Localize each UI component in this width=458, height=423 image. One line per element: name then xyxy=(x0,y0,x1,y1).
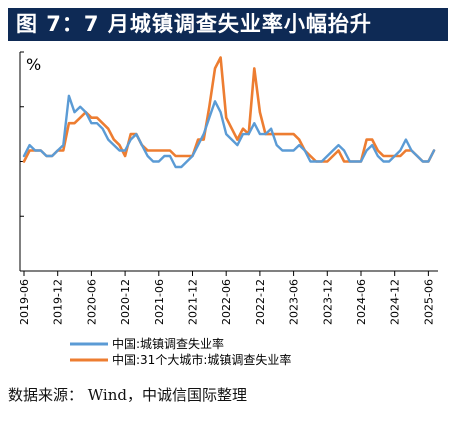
x-axis-tick-labels: 2019-06 2019-12 2020-06 2020-12 2021-06 2021-… xyxy=(18,279,435,325)
x-tick-label: 2022-12 xyxy=(254,279,267,325)
x-tick-label: 2023-12 xyxy=(321,279,334,325)
line-chart: % 2019-06 2019-12 2020-06 2020-12 2021-06 202… xyxy=(18,51,438,367)
x-tick-label: 2025-06 xyxy=(422,279,435,325)
y-axis-unit-label: % xyxy=(26,55,41,74)
series-line-national xyxy=(22,94,436,169)
chart-title: 图 7：7 月城镇调查失业率小幅抬升 xyxy=(8,8,448,41)
x-tick-label: 2023-06 xyxy=(288,279,301,325)
y-axis-ticks xyxy=(20,51,24,272)
chart-area: % 2019-06 2019-12 2020-06 2020-12 2021-06 202… xyxy=(0,44,458,374)
x-tick-label: 2019-12 xyxy=(52,279,65,325)
data-source-note: 数据来源： Wind，中诚信国际整理 xyxy=(8,386,247,404)
legend-label-31-cities: 中国:31个大城市:城镇调查失业率 xyxy=(112,352,291,367)
x-tick-label: 2022-06 xyxy=(220,279,233,325)
x-tick-label: 2021-12 xyxy=(186,279,199,325)
x-tick-label: 2024-12 xyxy=(389,279,402,325)
legend: 中国:城镇调查失业率 中国:31个大城市:城镇调查失业率 xyxy=(70,336,291,367)
x-axis-ticks xyxy=(23,271,429,276)
x-tick-label: 2019-06 xyxy=(18,279,31,325)
x-tick-label: 2021-06 xyxy=(153,279,166,325)
x-tick-label: 2024-06 xyxy=(355,279,368,325)
x-tick-label: 2020-06 xyxy=(85,279,98,325)
x-tick-label: 2020-12 xyxy=(119,279,132,325)
series-line-31-cities xyxy=(22,56,436,163)
legend-label-national: 中国:城镇调查失业率 xyxy=(112,336,224,351)
series-lines xyxy=(22,56,436,169)
